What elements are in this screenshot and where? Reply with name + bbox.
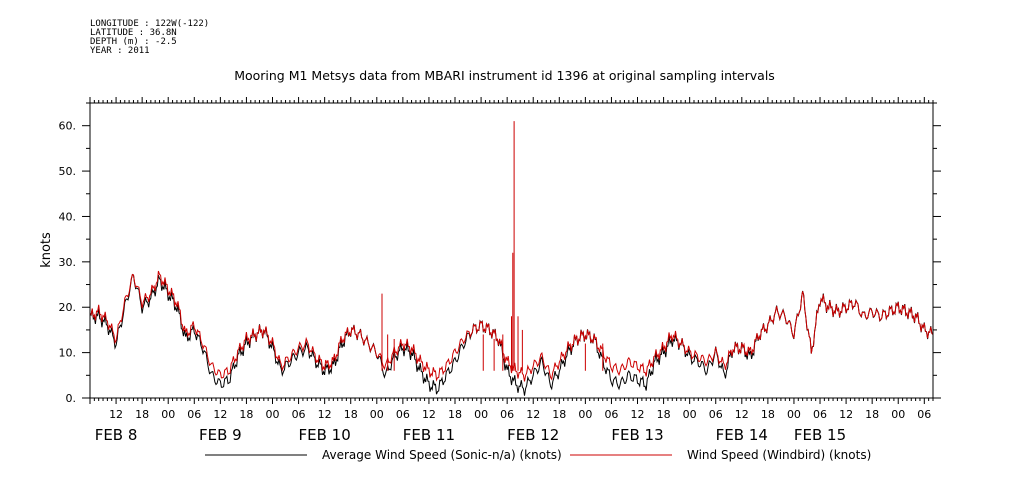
x-hour-label: 12 [213,408,227,421]
x-hour-label: 12 [526,408,540,421]
x-hour-label: 06 [709,408,723,421]
x-day-label: FEB 9 [199,426,242,444]
x-hour-label: 18 [865,408,879,421]
x-hour-label: 00 [370,408,384,421]
meta-depth: DEPTH (m) : -2.5 [90,37,177,47]
x-hour-label: 18 [135,408,149,421]
x-hour-label: 00 [266,408,280,421]
x-hour-label: 18 [239,408,253,421]
x-day-label: FEB 15 [794,426,846,444]
y-tick-label: 0. [66,392,77,405]
x-hour-label: 18 [448,408,462,421]
legend-label-average: Average Wind Speed (Sonic-n/a) (knots) [322,448,562,462]
y-tick-label: 20. [59,301,77,314]
series-line-windbird-wind-speed [89,270,934,382]
x-hour-label: 06 [396,408,410,421]
x-hour-label: 18 [344,408,358,421]
x-hour-label: 06 [813,408,827,421]
x-hour-label: 00 [683,408,697,421]
meta-year: YEAR : 2011 [90,46,150,56]
chart-title: Mooring M1 Metsys data from MBARI instru… [234,68,775,83]
x-hour-label: 00 [474,408,488,421]
y-tick-label: 30. [59,256,77,269]
x-hour-label: 18 [657,408,671,421]
x-hour-label: 12 [839,408,853,421]
x-hour-label: 06 [917,408,931,421]
x-hour-label: 12 [109,408,123,421]
y-tick-label: 40. [59,210,77,223]
y-tick-label: 50. [59,165,77,178]
x-hour-label: 00 [787,408,801,421]
x-day-label: FEB 14 [716,426,768,444]
y-tick-label: 60. [59,120,77,133]
x-day-label: FEB 12 [507,426,559,444]
x-day-label: FEB 10 [299,426,351,444]
meta-latitude: LATITUDE : 36.8N [90,28,177,38]
x-day-label: FEB 11 [403,426,455,444]
y-axis-label: knots [39,232,54,268]
x-hour-label: 06 [604,408,618,421]
x-hour-label: 00 [891,408,905,421]
x-hour-label: 00 [578,408,592,421]
x-hour-label: 12 [318,408,332,421]
x-day-label: FEB 13 [611,426,663,444]
legend-label-windbird: Wind Speed (Windbird) (knots) [687,448,871,462]
x-hour-label: 18 [552,408,566,421]
legend: Average Wind Speed (Sonic-n/a) (knots) Wi… [205,448,871,462]
x-hour-label: 06 [292,408,306,421]
y-tick-label: 10. [59,347,77,360]
x-hour-label: 12 [631,408,645,421]
x-hour-label: 18 [761,408,775,421]
x-hour-label: 00 [161,408,175,421]
x-hour-label: 12 [422,408,436,421]
x-hour-label: 06 [500,408,514,421]
x-hour-label: 06 [187,408,201,421]
meta-longitude: LONGITUDE : 122W(-122) [90,19,210,29]
x-day-label: FEB 8 [95,426,138,444]
x-hour-label: 12 [735,408,749,421]
